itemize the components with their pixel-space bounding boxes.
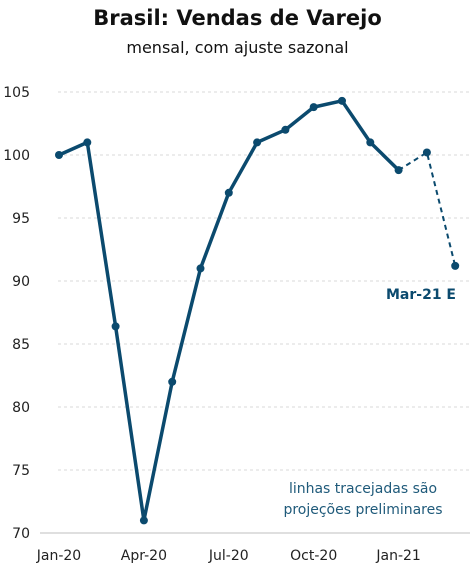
data-point-Mar-20 <box>111 322 120 331</box>
series-lines <box>58 99 457 523</box>
y-tick-label: 90 <box>12 274 30 290</box>
data-point-Oct-20 <box>309 103 318 112</box>
data-point-Jun-20 <box>196 264 205 273</box>
y-tick-label: 70 <box>12 526 30 542</box>
x-axis-ticks: Jan-20 Apr-20 Jul-20 Oct-20 Jan-21 <box>36 548 421 564</box>
note-line-2: projeções preliminares <box>283 502 442 518</box>
x-tick-label: Apr-20 <box>121 548 167 564</box>
data-point-Aug-20 <box>253 138 262 147</box>
y-tick-label: 100 <box>3 148 30 164</box>
y-tick-label: 95 <box>12 211 30 227</box>
data-point-Jan-20 <box>55 151 63 159</box>
chart-subtitle: mensal, com ajuste sazonal <box>126 38 349 57</box>
data-point-May-20 <box>168 377 177 386</box>
data-point-Feb-21 <box>422 148 431 157</box>
data-point-Sep-20 <box>281 125 290 134</box>
series-points <box>55 96 460 525</box>
y-tick-label: 80 <box>12 400 30 416</box>
x-tick-label: Jul-20 <box>208 548 249 564</box>
x-tick-label: Jan-20 <box>36 548 81 564</box>
last-point-label: Mar-21 E <box>386 287 456 303</box>
series-line-projected <box>398 151 457 267</box>
data-point-Feb-20 <box>83 138 92 147</box>
series-line-actual <box>58 99 400 523</box>
x-tick-label: Jan-21 <box>375 548 420 564</box>
note-line-1: linhas tracejadas são <box>289 481 437 497</box>
x-tick-label: Oct-20 <box>290 548 337 564</box>
data-point-Jul-20 <box>224 188 233 197</box>
data-point-Mar-21 <box>451 261 460 270</box>
data-point-Dec-20 <box>366 138 375 147</box>
y-tick-label: 105 <box>3 85 30 101</box>
y-tick-label: 75 <box>12 463 30 479</box>
gridlines <box>58 91 470 471</box>
y-axis-ticks: 70 75 80 85 90 95 100 105 <box>3 85 30 542</box>
data-point-Nov-20 <box>338 96 346 105</box>
chart-title: Brasil: Vendas de Varejo <box>93 6 382 30</box>
data-point-Jan-21 <box>394 166 403 175</box>
y-tick-label: 85 <box>12 337 30 353</box>
data-point-Apr-20 <box>139 516 148 525</box>
